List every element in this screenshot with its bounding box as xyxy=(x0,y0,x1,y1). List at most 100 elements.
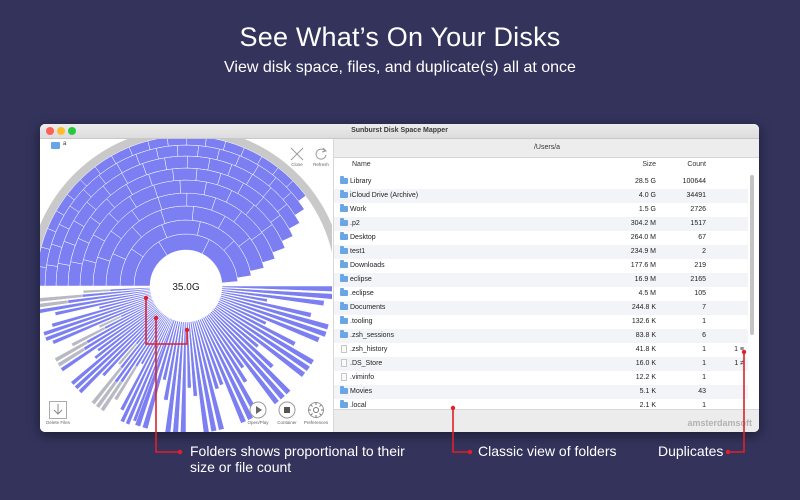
table-row[interactable]: Desktop 264.0 M 67 xyxy=(334,231,748,245)
zoom-window-button[interactable] xyxy=(68,127,76,135)
sunburst-segment[interactable] xyxy=(221,289,325,307)
sunburst-segment[interactable] xyxy=(220,293,312,318)
row-count: 6 xyxy=(702,332,706,339)
sunburst-segment[interactable] xyxy=(55,262,71,287)
row-count: 1517 xyxy=(690,220,706,227)
table-row[interactable]: Movies 5.1 K 43 xyxy=(334,385,748,399)
sunburst-segment[interactable] xyxy=(217,302,297,347)
sunburst-segment[interactable] xyxy=(44,264,58,287)
sunburst-segment[interactable] xyxy=(221,287,332,300)
sunburst-segment[interactable] xyxy=(204,315,248,384)
sunburst-segment[interactable] xyxy=(195,319,220,390)
sunburst-segment[interactable] xyxy=(213,306,306,378)
sunburst-segment[interactable] xyxy=(117,342,138,366)
sunburst-segment[interactable] xyxy=(40,299,69,308)
sunburst-segment[interactable] xyxy=(212,308,260,349)
sunburst-segment[interactable] xyxy=(210,311,292,395)
table-row[interactable]: .zsh_sessions 83.8 K 6 xyxy=(334,329,748,343)
table-row[interactable]: .DS_Store 16.0 K 1 1 ≠ xyxy=(334,357,748,371)
table-row[interactable]: .eclipse 4.5 M 105 xyxy=(334,287,748,301)
refresh-label: Refresh xyxy=(313,162,329,167)
sunburst-segment[interactable] xyxy=(179,179,207,196)
row-name: test1 xyxy=(350,248,366,255)
sunburst-segment[interactable] xyxy=(42,296,153,337)
sunburst-segment[interactable] xyxy=(98,315,122,329)
column-header-size[interactable]: Size xyxy=(642,161,656,168)
table-row[interactable]: eclipse 16.9 M 2165 xyxy=(334,273,748,287)
sunburst-segment[interactable] xyxy=(199,318,247,424)
table-row[interactable]: .p2 304.2 M 1517 xyxy=(334,217,748,231)
annotation-duplicates: Duplicates xyxy=(658,443,724,459)
sunburst-segment[interactable] xyxy=(167,139,188,147)
sunburst-segment[interactable] xyxy=(186,139,207,147)
table-row[interactable]: .local 2.1 K 1 xyxy=(334,399,748,413)
sunburst-segment[interactable] xyxy=(177,144,199,157)
sunburst-segment[interactable] xyxy=(40,294,83,303)
table-row[interactable]: iCloud Drive (Archive) 4.0 G 34491 xyxy=(334,189,748,203)
sunburst-segment[interactable] xyxy=(217,300,267,326)
table-row[interactable]: Work 1.5 G 2726 xyxy=(334,203,748,217)
preferences-button[interactable]: Preferences xyxy=(302,401,330,425)
sunburst-segment[interactable] xyxy=(207,313,280,405)
sunburst-segment[interactable] xyxy=(113,365,138,401)
close-window-button[interactable] xyxy=(46,127,54,135)
refresh-button[interactable]: Refresh xyxy=(310,147,332,167)
table-row[interactable]: Library 28.5 G 100644 xyxy=(334,175,748,189)
table-row[interactable]: Documents 244.8 K 7 xyxy=(334,301,748,315)
row-name: Work xyxy=(350,206,367,213)
sunburst-segment[interactable] xyxy=(67,261,83,287)
sunburst-segment[interactable] xyxy=(70,326,106,347)
row-name: Documents xyxy=(350,304,386,311)
sunburst-segment[interactable] xyxy=(219,296,328,338)
table-row[interactable]: Downloads 177.6 M 219 xyxy=(334,259,748,273)
row-count: 105 xyxy=(694,290,706,297)
sunburst-segment[interactable] xyxy=(100,380,124,412)
column-header-count[interactable]: Count xyxy=(687,161,706,168)
sunburst-segment[interactable] xyxy=(95,380,118,409)
sunburst-segment[interactable] xyxy=(215,305,311,372)
sunburst-segment[interactable] xyxy=(221,291,268,303)
delete-files-button[interactable]: Delete Files xyxy=(43,401,73,425)
sunburst-segment[interactable] xyxy=(82,288,111,294)
close-button[interactable]: Close xyxy=(286,147,308,167)
sunburst-segment[interactable] xyxy=(205,314,245,370)
sunburst-segment[interactable] xyxy=(218,298,321,343)
sunburst-segment[interactable] xyxy=(221,285,332,292)
sunburst-segment[interactable] xyxy=(286,180,307,202)
sunburst-segment[interactable] xyxy=(216,303,315,366)
sunburst-segment[interactable] xyxy=(208,312,286,401)
file-icon xyxy=(341,373,347,381)
open-play-button[interactable]: Open/Play xyxy=(244,401,272,425)
sunburst-segment[interactable] xyxy=(211,309,275,369)
sunburst-segment[interactable] xyxy=(193,320,225,431)
sunburst-segment[interactable] xyxy=(54,292,152,316)
sunburst-segment[interactable] xyxy=(189,321,210,432)
column-header-name[interactable]: Name xyxy=(352,161,371,168)
sunburst-segment[interactable] xyxy=(191,320,218,432)
sunburst-segment[interactable] xyxy=(164,155,188,170)
container-button[interactable]: Container xyxy=(273,401,301,425)
sunburst-segment[interactable] xyxy=(197,319,224,386)
sunburst-segment[interactable] xyxy=(40,291,151,314)
sunburst-segment[interactable] xyxy=(188,321,198,397)
sunburst-segment[interactable] xyxy=(186,155,211,171)
minimize-window-button[interactable] xyxy=(57,127,65,135)
table-row[interactable]: .viminfo 12.2 K 1 xyxy=(334,371,748,385)
sunburst-segment[interactable] xyxy=(90,366,123,406)
sunburst-segment[interactable] xyxy=(220,295,330,331)
table-row[interactable]: .zsh_history 41.8 K 1 1 ≡ xyxy=(334,343,748,357)
scrollbar[interactable] xyxy=(750,175,754,335)
sunburst-segment[interactable] xyxy=(98,294,152,310)
sunburst-segment[interactable] xyxy=(57,347,86,368)
row-size: 12.2 K xyxy=(635,374,656,381)
delete-files-label: Delete Files xyxy=(46,420,70,425)
sunburst-segment[interactable] xyxy=(200,317,254,421)
root-folder-label: a xyxy=(63,141,67,147)
sunburst-segment[interactable] xyxy=(172,167,198,181)
sunburst-chart[interactable]: 35.0G xyxy=(40,139,332,432)
folder-icon xyxy=(340,260,348,268)
table-row[interactable]: test1 234.9 M 2 xyxy=(334,245,748,259)
sunburst-segment[interactable] xyxy=(51,295,152,328)
table-row[interactable]: .tooling 132.6 K 1 xyxy=(334,315,748,329)
sunburst-segment[interactable] xyxy=(54,340,89,363)
